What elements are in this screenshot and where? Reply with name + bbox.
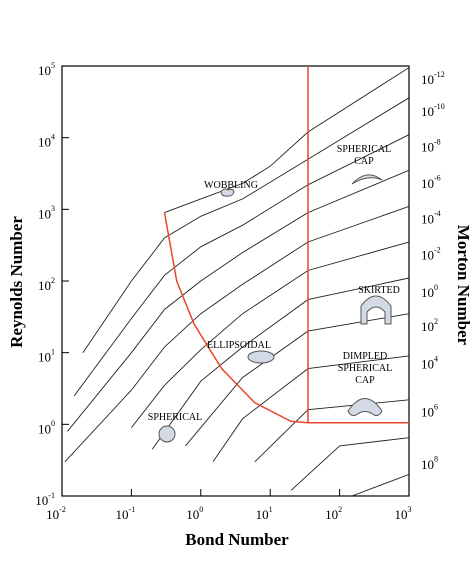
morton-tick-label: 102: [421, 317, 438, 334]
morton-curve: [351, 473, 409, 496]
morton-curve: [151, 277, 409, 450]
x-tick-label: 102: [325, 505, 342, 522]
x-tick-label: 10-1: [116, 505, 136, 522]
x-axis-title: Bond Number: [185, 530, 289, 549]
morton-curves: [64, 67, 409, 496]
regime-boundaries: [163, 66, 409, 424]
morton-tick-label: 10-4: [421, 209, 441, 226]
morton-curve: [131, 241, 409, 428]
wobbling-bubble-icon: [220, 188, 235, 197]
y-axis-title: Reynolds Number: [7, 216, 26, 348]
region-label: DIMPLED SPHERICAL CAP: [338, 351, 392, 386]
x-tick-labels: 10-2 10-1 100 101 102 103: [46, 489, 412, 522]
x-tick-label: 101: [256, 505, 273, 522]
morton-curve: [290, 437, 409, 491]
morton-tick-label: 10-8: [421, 137, 441, 154]
morton-curve: [67, 169, 409, 432]
dimpled-cap-bubble-icon: [347, 398, 383, 416]
spherical-cap-bubble-icon: [351, 174, 383, 185]
morton-curve: [164, 67, 409, 214]
morton-tick-label: 10-6: [421, 174, 441, 191]
morton-tick-label: 104: [421, 354, 438, 371]
x-tick-label: 10-2: [46, 505, 66, 522]
bubble-shapes: [158, 174, 392, 443]
y-tick-label: 104: [38, 133, 55, 150]
morton-tick-label: 10-10: [421, 102, 445, 119]
region-label: SKIRTED: [358, 285, 400, 296]
morton-curve: [185, 313, 409, 447]
y-tick-label: 10-1: [35, 491, 55, 508]
morton-tick-labels: 10-12 10-10 10-8 10-6 10-4 10-2 100 102 104 106 10…: [421, 70, 445, 472]
y-tick-label: 100: [38, 419, 55, 436]
morton-axis-title: Morton Number: [454, 225, 473, 346]
plot-frame: [61, 65, 410, 497]
x-tick-label: 103: [394, 505, 411, 522]
x-tick-label: 100: [186, 505, 203, 522]
region-labels: WOBBLING SPHERICAL CAP SKIRTED ELLIPSOIDAL DI…: [148, 144, 400, 423]
morton-curve: [82, 97, 409, 353]
region-label: WOBBLING: [204, 180, 258, 191]
y-tick-label: 103: [38, 204, 55, 221]
y-tick-label: 105: [38, 61, 55, 78]
morton-curve: [212, 355, 409, 463]
morton-tick-label: 100: [421, 283, 438, 300]
y-tick-label: 102: [38, 276, 55, 293]
y-tick-labels: 10-1 100 101 102 103 104 105: [35, 61, 69, 508]
ellipsoidal-bubble-icon: [247, 350, 275, 364]
regime-boundary: [163, 212, 309, 424]
morton-tick-label: 10-2: [421, 245, 441, 262]
y-tick-label: 101: [38, 348, 55, 365]
morton-tick-label: 108: [421, 455, 438, 472]
morton-tick-label: 106: [421, 403, 438, 420]
region-label: SPHERICAL CAP: [337, 144, 391, 167]
region-label: SPHERICAL: [148, 412, 202, 423]
morton-tick-label: 10-12: [421, 70, 445, 87]
spherical-bubble-icon: [158, 425, 176, 443]
skirted-bubble-icon: [360, 295, 392, 325]
region-label: ELLIPSOIDAL: [207, 340, 271, 351]
